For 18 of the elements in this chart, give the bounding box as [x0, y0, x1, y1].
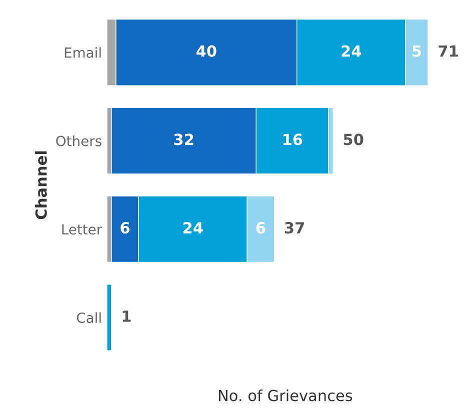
data-label: 16: [283, 134, 302, 146]
data-label: 24: [342, 45, 362, 57]
x-axis-title: No. of Grievances: [218, 389, 352, 402]
data-label: 24: [183, 222, 203, 234]
data-label: 6: [120, 222, 130, 234]
y-tick-label: Others: [56, 135, 102, 146]
y-tick-label: Email: [64, 47, 101, 58]
y-axis-title: Channel: [35, 151, 47, 220]
total-label: 71: [438, 45, 458, 57]
data-label: 40: [196, 45, 216, 57]
y-tick-label: Call: [76, 312, 101, 323]
total-label: 1: [122, 310, 131, 322]
data-label: 32: [174, 134, 194, 146]
y-tick-label: Letter: [62, 224, 102, 235]
total-label: 50: [344, 134, 364, 146]
data-label: 5: [412, 45, 421, 57]
total-label: 37: [284, 222, 304, 234]
data-label: 6: [256, 222, 266, 234]
